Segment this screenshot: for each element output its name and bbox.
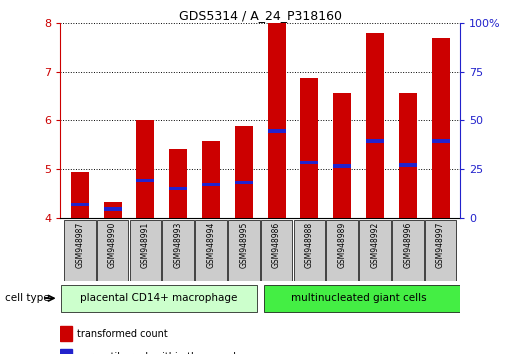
Text: GSM948997: GSM948997 bbox=[436, 222, 445, 268]
FancyBboxPatch shape bbox=[359, 220, 391, 281]
Text: GSM948987: GSM948987 bbox=[75, 222, 84, 268]
Bar bbox=[137, 178, 154, 182]
Text: GSM948991: GSM948991 bbox=[141, 222, 150, 268]
FancyBboxPatch shape bbox=[97, 220, 128, 281]
Bar bbox=[60, 326, 72, 341]
Text: multinucleated giant cells: multinucleated giant cells bbox=[291, 293, 426, 303]
Bar bbox=[431, 38, 450, 218]
Bar bbox=[104, 207, 122, 211]
FancyBboxPatch shape bbox=[326, 220, 358, 281]
Bar bbox=[104, 202, 122, 218]
Bar bbox=[333, 164, 351, 168]
FancyBboxPatch shape bbox=[163, 220, 194, 281]
Bar bbox=[268, 23, 286, 218]
FancyBboxPatch shape bbox=[392, 220, 424, 281]
Bar bbox=[300, 160, 319, 164]
Bar bbox=[169, 149, 187, 218]
Bar bbox=[169, 187, 187, 190]
Text: GSM948996: GSM948996 bbox=[403, 222, 412, 268]
Bar bbox=[264, 285, 467, 312]
Bar bbox=[366, 139, 384, 143]
FancyBboxPatch shape bbox=[425, 220, 456, 281]
Bar bbox=[235, 126, 253, 218]
Bar bbox=[399, 93, 417, 218]
Text: placental CD14+ macrophage: placental CD14+ macrophage bbox=[80, 293, 237, 303]
Text: GSM948992: GSM948992 bbox=[370, 222, 380, 268]
Bar bbox=[202, 141, 220, 218]
Text: GSM948986: GSM948986 bbox=[272, 222, 281, 268]
FancyBboxPatch shape bbox=[130, 220, 161, 281]
Bar bbox=[431, 139, 450, 143]
Text: GSM948989: GSM948989 bbox=[338, 222, 347, 268]
Bar bbox=[235, 181, 253, 184]
Title: GDS5314 / A_24_P318160: GDS5314 / A_24_P318160 bbox=[179, 9, 342, 22]
Text: percentile rank within the sample: percentile rank within the sample bbox=[77, 352, 242, 354]
Bar bbox=[399, 164, 417, 167]
Bar bbox=[300, 78, 319, 218]
FancyBboxPatch shape bbox=[261, 220, 292, 281]
Bar bbox=[202, 183, 220, 186]
Bar bbox=[366, 33, 384, 218]
Bar bbox=[137, 120, 154, 218]
Text: GSM948993: GSM948993 bbox=[174, 222, 183, 268]
FancyBboxPatch shape bbox=[293, 220, 325, 281]
Bar bbox=[333, 93, 351, 218]
Text: cell type: cell type bbox=[5, 293, 50, 303]
Bar bbox=[71, 172, 89, 218]
FancyBboxPatch shape bbox=[195, 220, 227, 281]
FancyBboxPatch shape bbox=[64, 220, 96, 281]
Text: transformed count: transformed count bbox=[77, 329, 168, 339]
FancyBboxPatch shape bbox=[228, 220, 259, 281]
Bar bbox=[268, 129, 286, 133]
Text: GSM948988: GSM948988 bbox=[305, 222, 314, 268]
Bar bbox=[61, 285, 257, 312]
Bar bbox=[71, 203, 89, 206]
Text: GSM948994: GSM948994 bbox=[207, 222, 215, 268]
Bar bbox=[60, 349, 72, 354]
Text: GSM948990: GSM948990 bbox=[108, 222, 117, 268]
Text: GSM948995: GSM948995 bbox=[240, 222, 248, 268]
